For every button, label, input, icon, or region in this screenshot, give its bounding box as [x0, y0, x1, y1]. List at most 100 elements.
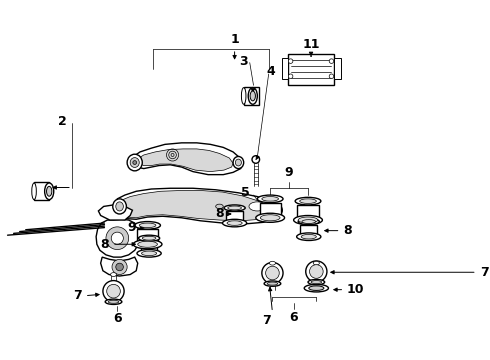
Ellipse shape: [137, 249, 161, 257]
Ellipse shape: [273, 205, 282, 216]
Ellipse shape: [300, 199, 317, 203]
Ellipse shape: [142, 251, 157, 256]
Ellipse shape: [257, 195, 283, 203]
Ellipse shape: [233, 157, 244, 168]
Polygon shape: [96, 219, 140, 257]
Ellipse shape: [142, 236, 156, 240]
Ellipse shape: [116, 202, 123, 211]
Ellipse shape: [264, 281, 281, 286]
Text: 7: 7: [481, 266, 490, 279]
Polygon shape: [120, 190, 274, 221]
Ellipse shape: [248, 87, 257, 104]
Ellipse shape: [32, 183, 36, 199]
Bar: [335, 58, 341, 79]
Bar: [300, 225, 317, 237]
Text: 5: 5: [241, 186, 250, 199]
Text: 8: 8: [343, 224, 352, 237]
Text: 10: 10: [346, 283, 364, 296]
Text: 7: 7: [73, 289, 82, 302]
Ellipse shape: [138, 241, 157, 247]
Ellipse shape: [222, 219, 246, 227]
Text: 6: 6: [113, 312, 122, 325]
Ellipse shape: [294, 216, 322, 225]
Ellipse shape: [113, 199, 126, 214]
Bar: [260, 203, 281, 218]
Ellipse shape: [298, 217, 318, 223]
Bar: [282, 58, 288, 79]
Bar: [137, 229, 158, 244]
Text: 3: 3: [239, 55, 247, 68]
Text: 9: 9: [127, 221, 136, 234]
Circle shape: [329, 74, 334, 78]
Text: 1: 1: [230, 33, 239, 46]
Ellipse shape: [260, 215, 280, 221]
Ellipse shape: [295, 197, 321, 205]
Bar: [244, 87, 259, 105]
Ellipse shape: [301, 234, 317, 239]
Ellipse shape: [127, 154, 142, 171]
Ellipse shape: [45, 183, 54, 199]
Text: 7: 7: [262, 314, 271, 327]
Ellipse shape: [256, 213, 285, 222]
Circle shape: [288, 74, 293, 78]
Circle shape: [106, 227, 129, 249]
Circle shape: [111, 232, 123, 244]
Ellipse shape: [250, 91, 255, 101]
Ellipse shape: [235, 159, 242, 166]
Circle shape: [107, 284, 121, 298]
Circle shape: [266, 266, 279, 280]
Circle shape: [310, 265, 323, 278]
Ellipse shape: [304, 284, 328, 292]
Text: 9: 9: [285, 166, 294, 179]
Ellipse shape: [110, 273, 117, 276]
Ellipse shape: [227, 221, 242, 225]
Ellipse shape: [242, 87, 246, 104]
Ellipse shape: [298, 219, 319, 225]
Text: 11: 11: [302, 37, 320, 50]
Ellipse shape: [309, 286, 324, 291]
Text: 4: 4: [267, 65, 275, 78]
Bar: [34, 182, 49, 201]
Bar: [297, 205, 318, 220]
Ellipse shape: [216, 204, 223, 209]
Circle shape: [329, 59, 334, 63]
Ellipse shape: [133, 240, 162, 249]
Ellipse shape: [262, 197, 278, 201]
Polygon shape: [138, 149, 233, 172]
Ellipse shape: [302, 220, 316, 224]
Polygon shape: [116, 188, 280, 224]
Text: 8: 8: [216, 207, 224, 220]
Bar: [226, 211, 243, 223]
Circle shape: [288, 59, 293, 63]
Ellipse shape: [139, 223, 156, 228]
Ellipse shape: [135, 221, 160, 229]
Ellipse shape: [252, 156, 260, 163]
Text: 2: 2: [58, 115, 67, 128]
Ellipse shape: [267, 282, 278, 285]
Polygon shape: [98, 205, 132, 220]
Circle shape: [112, 260, 127, 275]
Ellipse shape: [311, 280, 321, 284]
Text: 8: 8: [100, 238, 109, 251]
Ellipse shape: [224, 205, 245, 211]
Text: 6: 6: [289, 311, 298, 324]
Ellipse shape: [249, 202, 266, 211]
Ellipse shape: [270, 261, 275, 265]
Bar: [288, 54, 335, 85]
Circle shape: [116, 263, 123, 271]
Ellipse shape: [308, 279, 325, 285]
Ellipse shape: [313, 261, 319, 265]
Circle shape: [103, 280, 124, 302]
Bar: [141, 241, 157, 253]
Ellipse shape: [105, 299, 122, 305]
Ellipse shape: [130, 158, 139, 167]
Ellipse shape: [296, 233, 321, 240]
Ellipse shape: [47, 186, 52, 196]
Ellipse shape: [108, 300, 119, 303]
Ellipse shape: [133, 161, 137, 165]
Ellipse shape: [139, 235, 160, 241]
Circle shape: [262, 262, 283, 284]
Polygon shape: [100, 257, 138, 276]
Polygon shape: [132, 143, 242, 175]
Ellipse shape: [228, 206, 242, 210]
